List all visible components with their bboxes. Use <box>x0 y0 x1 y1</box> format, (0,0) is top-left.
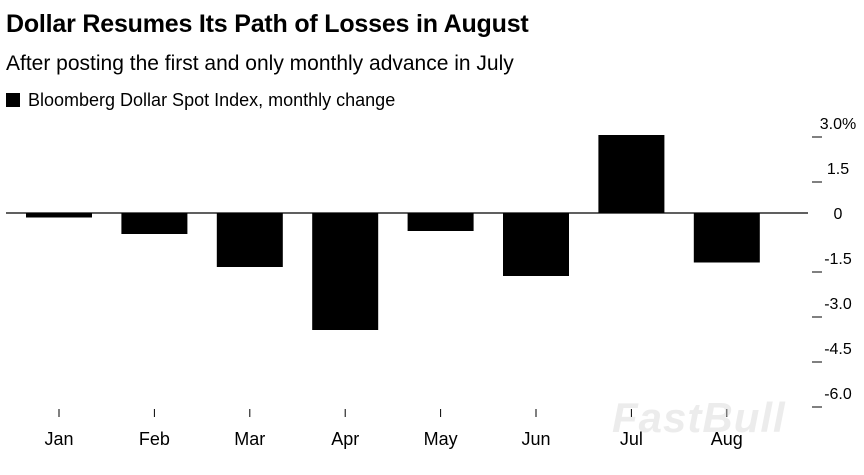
y-tick-label: -6.0 <box>824 386 852 403</box>
x-tick-label: Apr <box>331 429 359 449</box>
x-tick-label: Jan <box>44 429 73 449</box>
chart-subtitle: After posting the first and only monthly… <box>6 52 514 75</box>
y-tick-label: 3.0% <box>820 116 856 133</box>
chart-title: Dollar Resumes Its Path of Losses in Aug… <box>6 10 529 38</box>
bar-aug <box>693 213 760 263</box>
y-tick-label: -3.0 <box>824 296 852 313</box>
x-tick-label: Feb <box>139 429 170 449</box>
bar-jan <box>26 213 92 218</box>
bar-apr <box>312 213 379 330</box>
x-tick-label: Aug <box>711 429 743 449</box>
y-tick-label: -1.5 <box>824 251 852 268</box>
bar-jun <box>503 213 569 276</box>
bar-mar <box>216 213 283 267</box>
x-tick-label: May <box>424 429 458 449</box>
legend: Bloomberg Dollar Spot Index, monthly cha… <box>6 89 395 111</box>
legend-swatch <box>6 93 20 107</box>
watermark-logo: FastBull <box>612 394 786 441</box>
y-tick-label: 1.5 <box>827 161 849 178</box>
bar-feb <box>121 213 188 234</box>
bar-may <box>407 213 474 231</box>
x-tick-label: Jul <box>620 429 643 449</box>
x-tick-label: Jun <box>521 429 550 449</box>
y-tick-label: -4.5 <box>824 341 852 358</box>
x-tick-label: Mar <box>234 429 265 449</box>
legend-label: Bloomberg Dollar Spot Index, monthly cha… <box>28 89 396 110</box>
bar-jul <box>598 135 665 213</box>
y-tick-label: 0 <box>834 206 843 223</box>
